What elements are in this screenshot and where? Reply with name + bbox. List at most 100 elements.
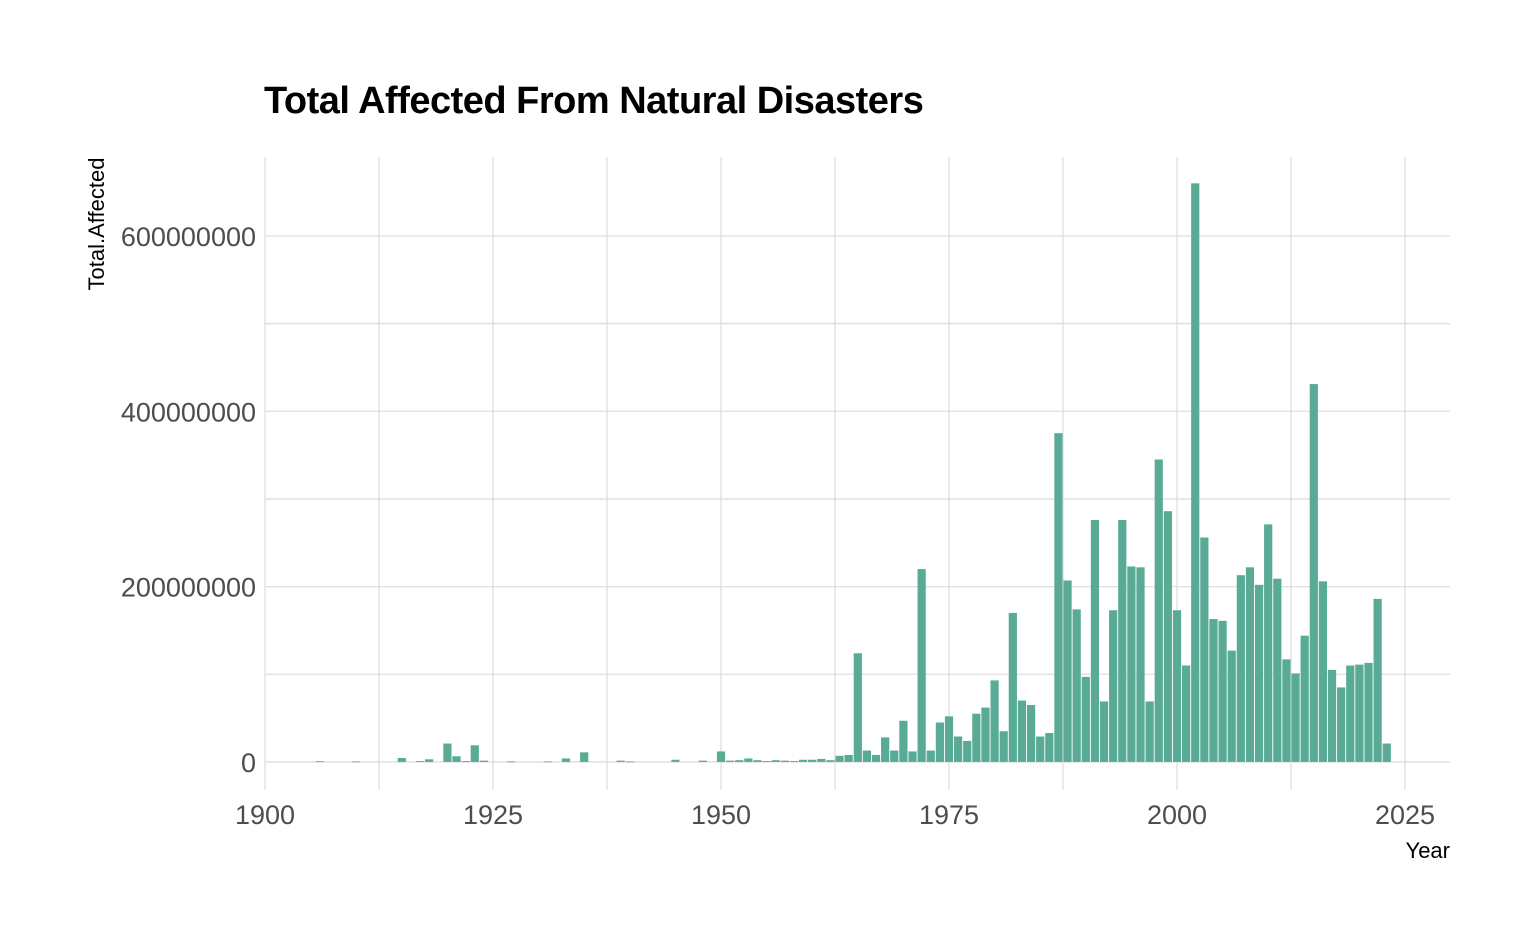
x-axis-label: Year bbox=[1406, 838, 1450, 863]
bar bbox=[771, 760, 780, 762]
bar bbox=[543, 761, 552, 763]
y-axis-ticks: 0 200000000 400000000 600000000 bbox=[121, 222, 256, 778]
bar bbox=[1291, 673, 1300, 762]
bar bbox=[1145, 701, 1154, 762]
bar bbox=[1045, 733, 1054, 762]
bar bbox=[890, 750, 899, 762]
bar bbox=[735, 760, 744, 762]
bar bbox=[944, 716, 954, 762]
x-tick-label: 1975 bbox=[919, 800, 979, 830]
bar bbox=[1127, 566, 1136, 762]
bar bbox=[1337, 687, 1346, 762]
bar bbox=[1327, 669, 1337, 762]
bar bbox=[1236, 575, 1245, 762]
bar bbox=[1227, 650, 1236, 762]
bar bbox=[1099, 701, 1109, 762]
bar bbox=[1245, 567, 1255, 762]
bar bbox=[1191, 183, 1200, 762]
bar bbox=[1026, 704, 1036, 762]
bar bbox=[817, 758, 826, 762]
bar bbox=[1136, 567, 1145, 762]
bar bbox=[561, 758, 571, 762]
bar bbox=[1172, 610, 1182, 762]
bar bbox=[844, 754, 853, 762]
bar bbox=[580, 752, 589, 762]
bar bbox=[1109, 610, 1118, 762]
bar bbox=[315, 761, 324, 763]
bar bbox=[862, 750, 872, 762]
grid bbox=[264, 157, 1450, 790]
bar bbox=[507, 761, 516, 763]
bar bbox=[808, 759, 817, 762]
bar bbox=[1118, 519, 1127, 762]
bar bbox=[972, 713, 981, 762]
bar bbox=[698, 760, 707, 762]
bar bbox=[625, 761, 634, 763]
bar bbox=[762, 761, 771, 762]
bar bbox=[1318, 581, 1328, 762]
y-tick-label: 200000000 bbox=[121, 573, 256, 603]
bar bbox=[1282, 659, 1291, 762]
x-tick-label: 1950 bbox=[691, 800, 751, 830]
bar bbox=[397, 757, 406, 762]
bar bbox=[789, 761, 799, 762]
bar bbox=[616, 760, 625, 762]
bar bbox=[443, 743, 452, 762]
bar bbox=[1081, 676, 1090, 762]
bar bbox=[1254, 584, 1264, 762]
bar bbox=[871, 754, 881, 762]
bar bbox=[1063, 580, 1072, 762]
bar bbox=[798, 759, 808, 762]
x-tick-label: 2025 bbox=[1375, 800, 1435, 830]
bar bbox=[999, 731, 1008, 762]
bar bbox=[1355, 664, 1364, 762]
y-axis-label: Total.Affected bbox=[84, 158, 109, 291]
bar bbox=[826, 760, 835, 762]
bar bbox=[1309, 384, 1318, 762]
bar bbox=[853, 653, 862, 762]
bar bbox=[908, 751, 917, 762]
bar bbox=[1273, 578, 1282, 762]
bar bbox=[1200, 537, 1209, 762]
bar bbox=[1163, 511, 1172, 762]
bar bbox=[753, 760, 762, 762]
bar bbox=[1364, 662, 1373, 762]
bar bbox=[461, 761, 470, 762]
bar bbox=[981, 707, 990, 762]
chart-title: Total Affected From Natural Disasters bbox=[264, 80, 924, 122]
bar bbox=[1218, 620, 1227, 762]
bar bbox=[963, 740, 972, 762]
bar bbox=[352, 761, 361, 763]
y-tick-label: 400000000 bbox=[121, 397, 256, 427]
bars bbox=[315, 183, 1391, 763]
y-tick-label: 0 bbox=[241, 748, 256, 778]
bar bbox=[1072, 609, 1081, 762]
bar bbox=[1373, 598, 1382, 762]
x-tick-label: 2000 bbox=[1147, 800, 1207, 830]
bar bbox=[716, 751, 726, 762]
bar bbox=[935, 722, 944, 762]
bar bbox=[1008, 612, 1017, 762]
x-tick-label: 1925 bbox=[463, 800, 523, 830]
bar bbox=[1300, 635, 1309, 762]
bar bbox=[835, 755, 844, 762]
bar bbox=[899, 720, 908, 762]
bar bbox=[917, 569, 926, 762]
bar bbox=[1036, 736, 1045, 762]
bar bbox=[671, 759, 680, 762]
y-tick-label: 600000000 bbox=[121, 222, 256, 252]
bar bbox=[744, 758, 753, 762]
bar bbox=[990, 680, 999, 762]
bar bbox=[479, 760, 488, 762]
bar bbox=[1054, 433, 1063, 762]
bar bbox=[726, 760, 735, 762]
bar bbox=[780, 760, 789, 762]
x-axis-ticks: 1900 1925 1950 1975 2000 2025 bbox=[235, 800, 1435, 830]
bar bbox=[1154, 459, 1163, 762]
bar bbox=[926, 750, 935, 762]
bar bbox=[415, 761, 425, 762]
bar bbox=[1090, 519, 1100, 762]
bar bbox=[470, 745, 479, 762]
bar bbox=[1264, 524, 1273, 762]
